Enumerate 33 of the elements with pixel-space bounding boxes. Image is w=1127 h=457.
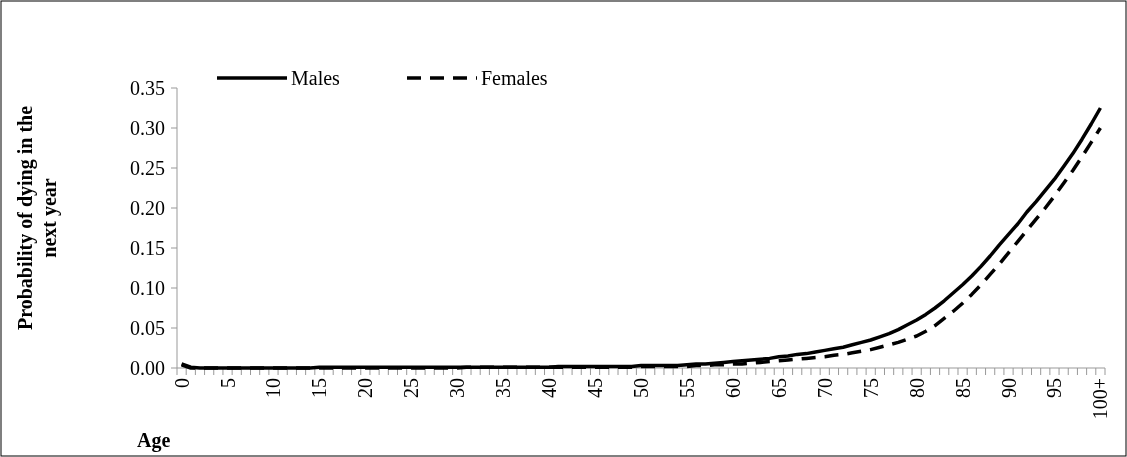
x-tick-label: 55 xyxy=(675,378,698,398)
x-tick-label: 75 xyxy=(859,378,882,398)
x-tick-label: 90 xyxy=(997,378,1020,398)
x-tick-label: 95 xyxy=(1043,378,1066,398)
x-tick-label: 60 xyxy=(721,378,744,398)
x-tick-label: 80 xyxy=(905,378,928,398)
x-tick-label: 45 xyxy=(584,378,607,398)
x-tick-label: 70 xyxy=(813,378,836,398)
x-tick-label: 10 xyxy=(262,378,285,398)
x-tick-label: 85 xyxy=(951,378,974,398)
y-tick-label: 0.05 xyxy=(130,317,165,339)
y-tick-label: 0.10 xyxy=(130,277,165,299)
legend-label: Females xyxy=(481,67,548,89)
y-tick-label: 0.35 xyxy=(130,77,165,99)
x-tick-label: 40 xyxy=(538,378,561,398)
y-tick-label: 0.25 xyxy=(130,157,165,179)
x-tick-label: 30 xyxy=(446,378,469,398)
x-tick-label: 100+ xyxy=(1089,378,1112,420)
x-tick-label: 35 xyxy=(492,378,515,398)
x-tick-label: 20 xyxy=(354,378,377,398)
y-tick-label: 0.30 xyxy=(130,117,165,139)
x-tick-label: 0 xyxy=(170,378,193,388)
x-tick-label: 25 xyxy=(400,378,423,398)
x-tick-label: 65 xyxy=(767,378,790,398)
y-tick-label: 0.20 xyxy=(130,197,165,219)
x-tick-label: 50 xyxy=(630,378,652,398)
y-tick-label: 0.15 xyxy=(130,237,165,259)
x-tick-label: 5 xyxy=(216,378,239,388)
y-tick-label: 0.00 xyxy=(130,357,165,379)
legend-label: Males xyxy=(291,67,341,89)
y-axis-title: Probability of dying in the next year xyxy=(14,105,61,331)
x-axis-title: Age xyxy=(137,429,171,452)
x-tick-label: 15 xyxy=(308,378,331,398)
